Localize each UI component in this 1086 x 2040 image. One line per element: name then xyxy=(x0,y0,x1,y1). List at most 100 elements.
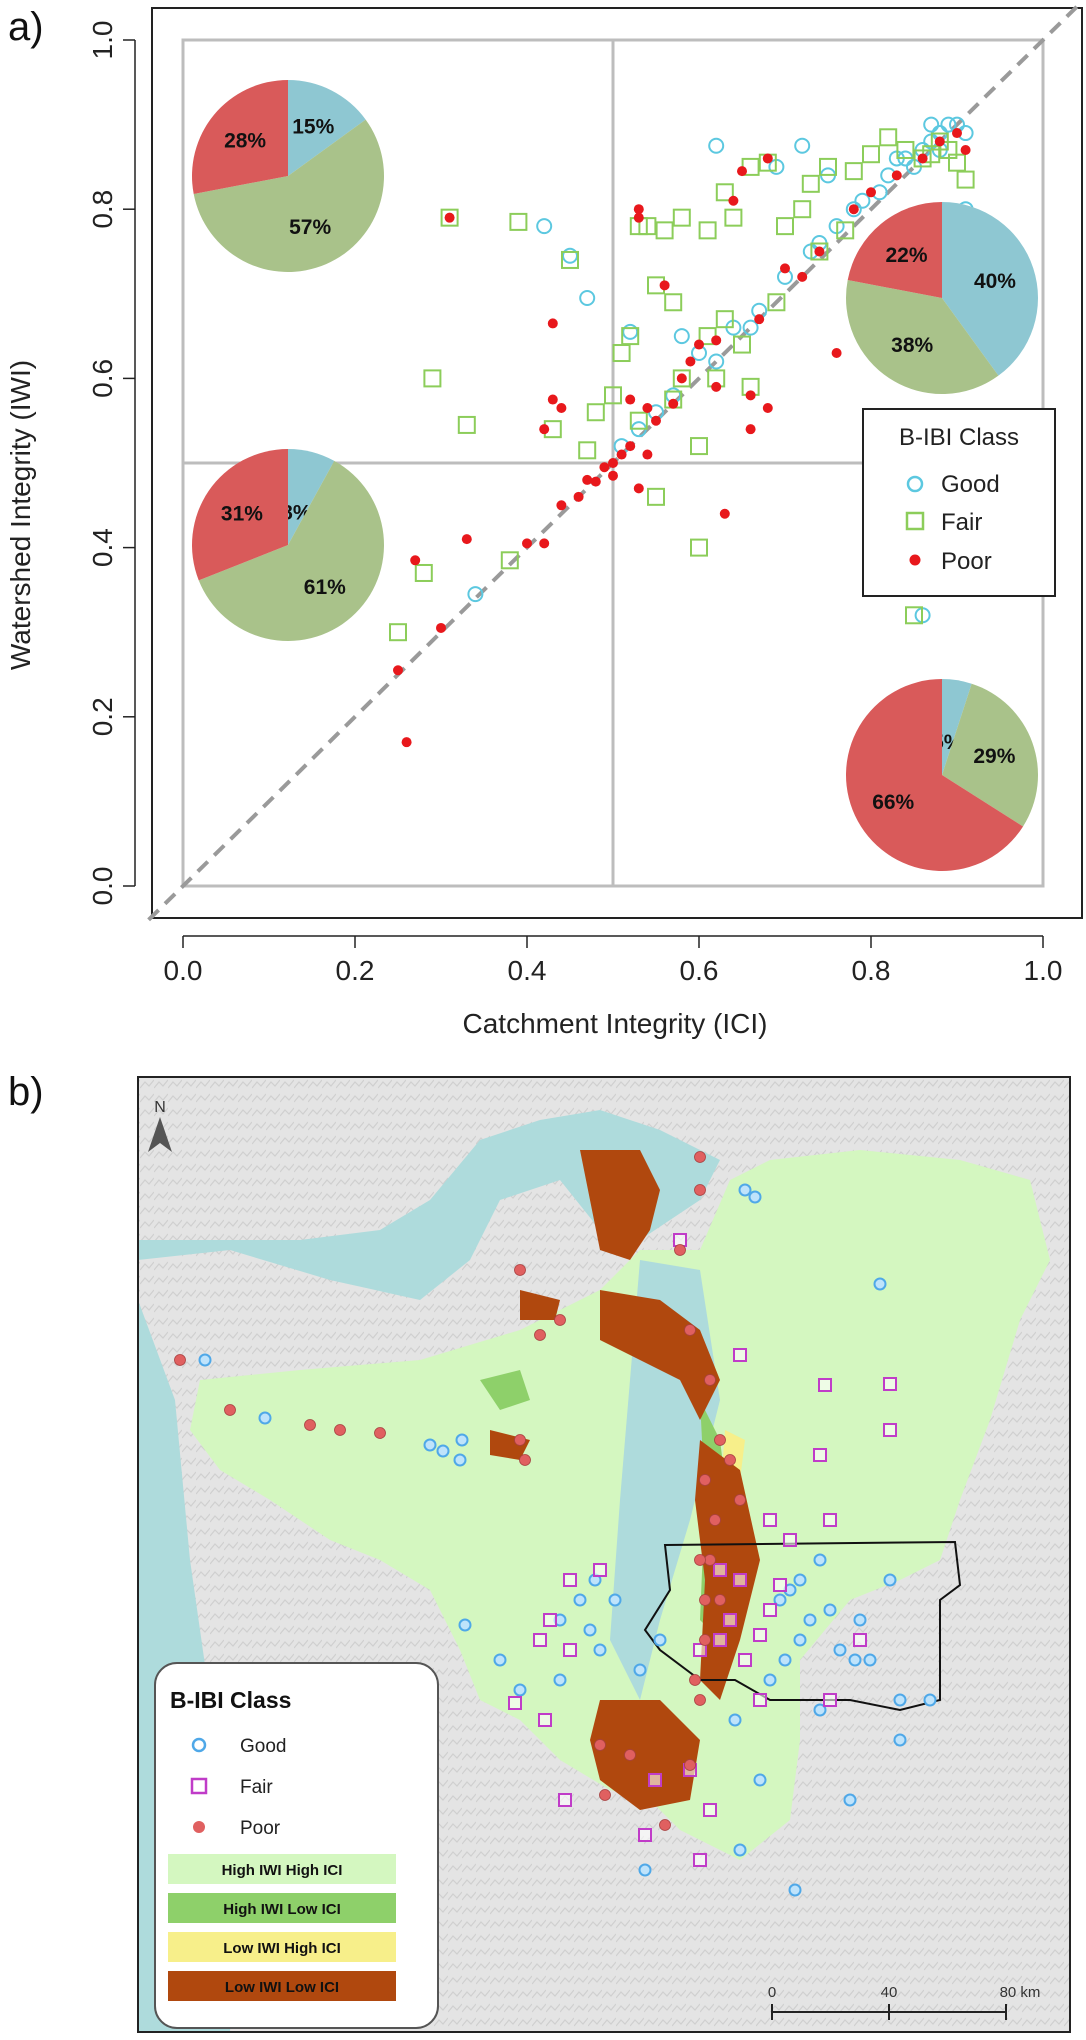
x-axis: 0.0 0.2 0.4 0.6 0.8 1.0 xyxy=(164,935,1062,986)
point-poor xyxy=(754,314,765,325)
map-site-fair xyxy=(508,1696,522,1710)
pie-label-poor: 66% xyxy=(872,791,914,814)
map-legend-hh-swatch xyxy=(168,1854,396,1884)
class-low-low-north xyxy=(580,1150,660,1260)
map-site-good xyxy=(893,1693,907,1707)
pie-label-poor: 28% xyxy=(224,130,266,153)
map-site-poor xyxy=(624,1749,636,1761)
map-site-good xyxy=(728,1713,742,1727)
pie-label-fair: 61% xyxy=(304,576,346,599)
legend-fair-symbol xyxy=(905,511,925,531)
map-site-poor xyxy=(709,1514,721,1526)
point-good xyxy=(673,328,690,345)
map-legend-lh-label: Low IWI High ICI xyxy=(223,1940,340,1957)
map-legend-fair-label: Fair xyxy=(240,1777,273,1798)
point-poor xyxy=(694,339,704,350)
map-site-fair xyxy=(713,1563,727,1577)
pie-slice-good xyxy=(288,80,366,176)
pie-slice-poor xyxy=(192,80,288,194)
map-site-good xyxy=(813,1553,827,1567)
legend-poor-symbol xyxy=(909,554,921,566)
point-fair xyxy=(561,250,579,269)
map-site-fair xyxy=(823,1513,837,1527)
point-poor xyxy=(616,449,627,460)
point-fair xyxy=(389,623,407,642)
map-site-fair xyxy=(753,1693,767,1707)
point-fair xyxy=(793,200,812,219)
map-site-fair xyxy=(763,1513,777,1527)
pie-bottom-left: 8%61%31% xyxy=(192,449,384,642)
point-poor xyxy=(642,403,653,414)
map-site-good xyxy=(823,1603,837,1617)
scale-bar: 0 40 80 km xyxy=(768,1984,1040,2020)
point-poor xyxy=(393,665,403,676)
x-tick-label: 0.2 xyxy=(336,955,375,986)
map-site-poor xyxy=(674,1244,686,1256)
map-site-poor xyxy=(659,1819,671,1831)
legend-title: B-IBI Class xyxy=(899,424,1019,451)
point-good xyxy=(579,290,596,307)
x-tick-label: 0.8 xyxy=(852,955,891,986)
map-legend-good-symbol xyxy=(191,1737,207,1753)
point-good xyxy=(562,247,578,264)
point-poor xyxy=(711,381,722,392)
point-fair xyxy=(578,441,597,460)
map-legend-hl-label: High IWI Low ICI xyxy=(223,1901,340,1918)
map-legend-title: B-IBI Class xyxy=(170,1687,291,1713)
point-poor xyxy=(728,195,739,206)
point-fair xyxy=(509,212,528,231)
y-tick-label: 0.4 xyxy=(87,528,118,567)
pie-slice-fair xyxy=(846,280,999,394)
point-fair xyxy=(423,369,442,388)
pie-slice-fair xyxy=(198,460,384,642)
map-site-good xyxy=(833,1643,847,1657)
point-fair xyxy=(604,386,622,405)
map-legend-poor-symbol xyxy=(193,1821,205,1833)
point-poor xyxy=(659,280,670,291)
pie-charts: 15%57%28%40%38%22%8%61%31%5%29%66% xyxy=(192,80,1038,872)
map-legend-fair-symbol xyxy=(190,1777,208,1795)
map-site-poor xyxy=(334,1424,346,1436)
point-poor xyxy=(676,373,687,384)
point-poor xyxy=(556,403,567,414)
pie-label-poor: 22% xyxy=(885,244,927,267)
point-fair xyxy=(896,140,915,159)
panel-a-label: a) xyxy=(8,5,44,49)
point-poor xyxy=(633,212,644,223)
point-fair xyxy=(647,487,665,506)
map-site-good xyxy=(813,1703,827,1717)
point-fair xyxy=(836,221,855,240)
map-site-poor xyxy=(714,1434,726,1446)
x-tick-label: 0.6 xyxy=(680,955,719,986)
point-poor xyxy=(547,394,558,405)
class-low-low-seattle xyxy=(695,1440,760,1700)
map-legend: B-IBI Class Good Fair Poor High IWI High… xyxy=(154,1662,439,2029)
map-site-fair xyxy=(753,1628,767,1642)
map-legend-hl-swatch xyxy=(168,1893,396,1923)
class-high-low-2 xyxy=(480,1370,530,1410)
point-poor xyxy=(952,128,962,139)
point-fair xyxy=(672,208,691,227)
map-site-poor xyxy=(554,1314,566,1326)
x-tick-label: 0.4 xyxy=(508,955,547,986)
point-fair xyxy=(862,145,880,164)
y-tick-label: 0.2 xyxy=(87,697,118,736)
north-label: N xyxy=(154,1099,166,1116)
map-site-fair xyxy=(823,1693,837,1707)
map-legend-poor-label: Poor xyxy=(240,1818,281,1839)
pie-slice-poor xyxy=(846,679,1024,872)
point-fair xyxy=(844,162,863,181)
pie-label-fair: 57% xyxy=(289,216,331,239)
map-site-poor xyxy=(534,1329,546,1341)
map-site-good xyxy=(593,1643,607,1657)
point-fair xyxy=(664,293,683,312)
map-site-poor xyxy=(514,1264,526,1276)
x-axis-label: Catchment Integrity (ICI) xyxy=(463,1008,768,1039)
map-site-good xyxy=(455,1433,469,1447)
map-legend-good-label: Good xyxy=(240,1736,286,1757)
x-tick-label: 0.0 xyxy=(164,955,203,986)
map-site-poor xyxy=(699,1594,711,1606)
map-site-good xyxy=(198,1353,212,1367)
map-site-fair xyxy=(593,1563,607,1577)
